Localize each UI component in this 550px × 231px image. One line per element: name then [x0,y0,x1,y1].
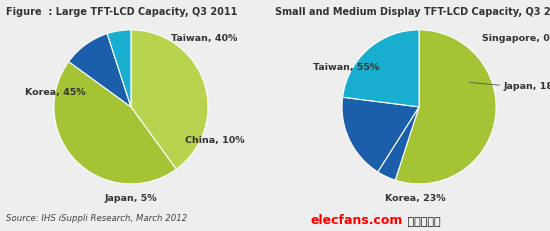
Wedge shape [378,107,419,180]
Text: Taiwan, 55%: Taiwan, 55% [313,63,379,72]
Text: 电子发烧友: 电子发烧友 [404,216,441,226]
Wedge shape [107,31,131,107]
Wedge shape [54,62,176,184]
Text: Source: IHS iSuppli Research, March 2012: Source: IHS iSuppli Research, March 2012 [6,213,187,222]
Text: Taiwan, 40%: Taiwan, 40% [171,34,238,43]
Text: Small and Medium Display TFT-LCD Capacity, Q3 2011: Small and Medium Display TFT-LCD Capacit… [275,7,550,17]
Wedge shape [342,98,419,172]
Wedge shape [131,31,208,170]
Text: Japan, 5%: Japan, 5% [104,193,157,202]
Text: Singapore, 0%: Singapore, 0% [482,34,550,43]
Wedge shape [395,31,496,184]
Text: China, 10%: China, 10% [185,135,245,144]
Text: Figure  : Large TFT-LCD Capacity, Q3 2011: Figure : Large TFT-LCD Capacity, Q3 2011 [6,7,237,17]
Wedge shape [343,31,419,107]
Text: Korea, 45%: Korea, 45% [25,88,85,97]
Text: Korea, 23%: Korea, 23% [385,193,446,202]
Wedge shape [69,34,131,107]
Text: Japan, 18%: Japan, 18% [504,82,550,90]
Text: elecfans.com: elecfans.com [311,213,403,226]
